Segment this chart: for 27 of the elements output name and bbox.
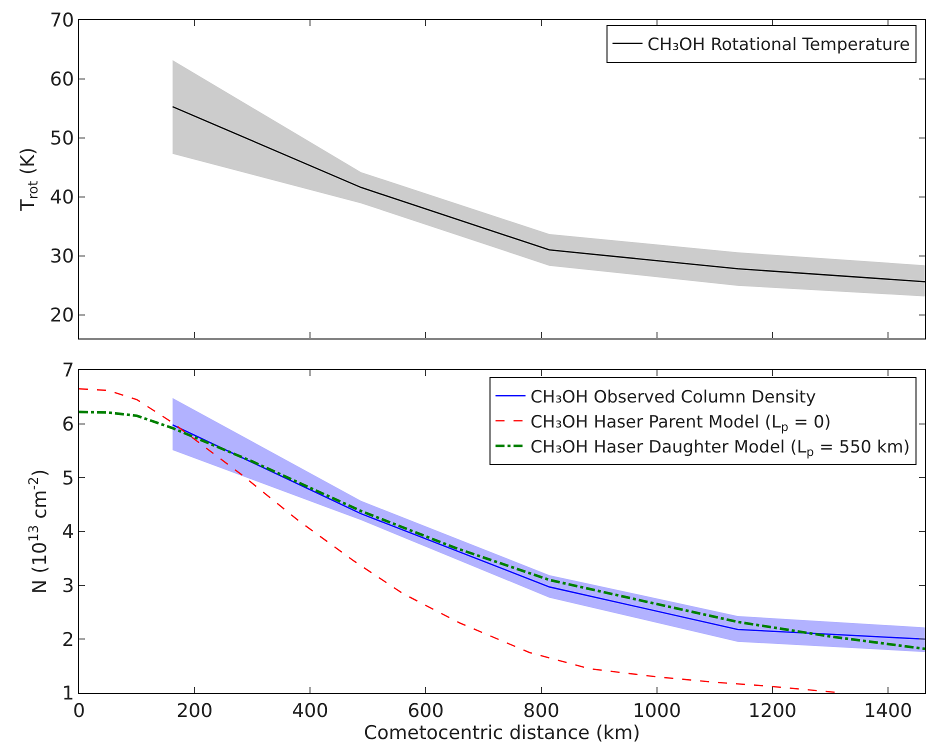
x-tick-label: 600 <box>408 700 444 722</box>
x-tick-label: 800 <box>523 700 560 722</box>
x-tick-label: 1200 <box>748 700 797 722</box>
legend-label: CH₃OH Haser Parent Model (L$_{p}$ = 0) <box>530 412 831 434</box>
line-series <box>79 410 925 650</box>
legend-label: CH₃OH Observed Column Density <box>530 387 816 408</box>
y-tick-label: 20 <box>50 304 74 326</box>
y-tick-label: 7 <box>62 360 74 382</box>
y-tick-label: 1 <box>62 682 74 705</box>
x-axis-title: Cometocentric distance (km) <box>364 722 640 744</box>
y-tick-label: 2 <box>62 628 74 651</box>
x-tick-label: 1400 <box>864 700 912 722</box>
y-tick-label: 30 <box>50 245 74 268</box>
y-tick-label: 60 <box>50 68 74 91</box>
y-tick-label: 50 <box>50 128 74 150</box>
x-tick-label: 0 <box>72 700 86 722</box>
y-tick-label: 3 <box>62 574 74 597</box>
x-tick-label: 400 <box>292 700 328 722</box>
y-tick-label: 4 <box>62 521 74 544</box>
y-tick-label: 40 <box>50 186 74 208</box>
legend-label: CH₃OH Rotational Temperature <box>648 34 910 55</box>
legend-label: CH₃OH Haser Daughter Model (L$_{p}$ = 550 km) <box>530 438 910 460</box>
y-tick-label: 70 <box>50 10 74 32</box>
x-tick-label: 200 <box>176 700 213 722</box>
x-tick-label: 1000 <box>632 700 682 722</box>
y-tick-label: 5 <box>62 467 74 490</box>
y-tick-label: 6 <box>62 413 74 436</box>
